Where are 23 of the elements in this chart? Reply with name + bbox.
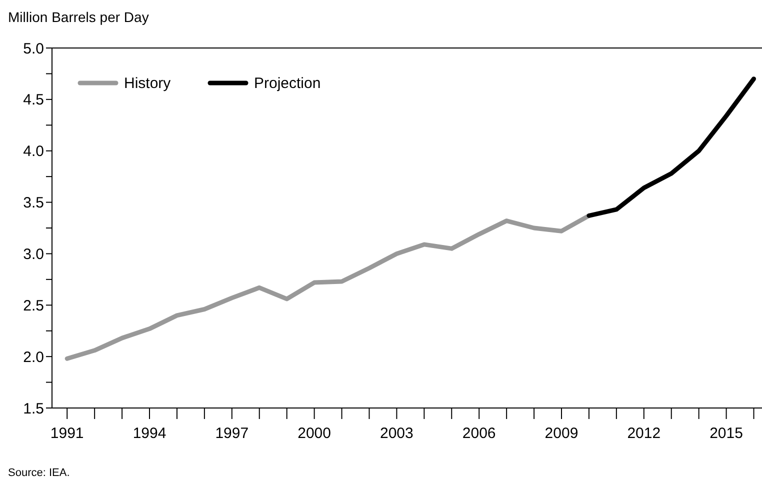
y-tick-label: 5.0: [23, 40, 44, 58]
y-tick-label: 3.5: [23, 194, 44, 212]
y-tick-label: 2.0: [23, 348, 44, 366]
x-tick-label: 2015: [710, 425, 743, 442]
y-tick-label: 3.0: [23, 246, 44, 263]
x-tick-label: 2012: [627, 425, 661, 442]
x-tick-label: 1997: [215, 425, 249, 442]
x-tick-label: 2009: [544, 425, 578, 442]
x-tick-label: 2000: [298, 425, 331, 442]
y-tick-label: 4.5: [23, 92, 44, 109]
legend-label: History: [124, 75, 172, 92]
x-tick-label: 1991: [50, 425, 84, 442]
y-tick-label: 4.0: [23, 143, 44, 160]
line-series: [586, 76, 756, 218]
x-tick-label: 1994: [132, 425, 166, 442]
legend-label: Projection: [254, 75, 321, 92]
x-tick-label: 2003: [380, 425, 414, 442]
source-note: Source: IEA.: [8, 467, 70, 479]
line-series: [64, 213, 592, 361]
x-tick-label: 2006: [462, 425, 496, 442]
y-tick-label: 1.5: [23, 400, 44, 418]
y-axis-title: Million Barrels per Day: [8, 9, 149, 25]
y-tick-label: 2.5: [23, 297, 44, 314]
